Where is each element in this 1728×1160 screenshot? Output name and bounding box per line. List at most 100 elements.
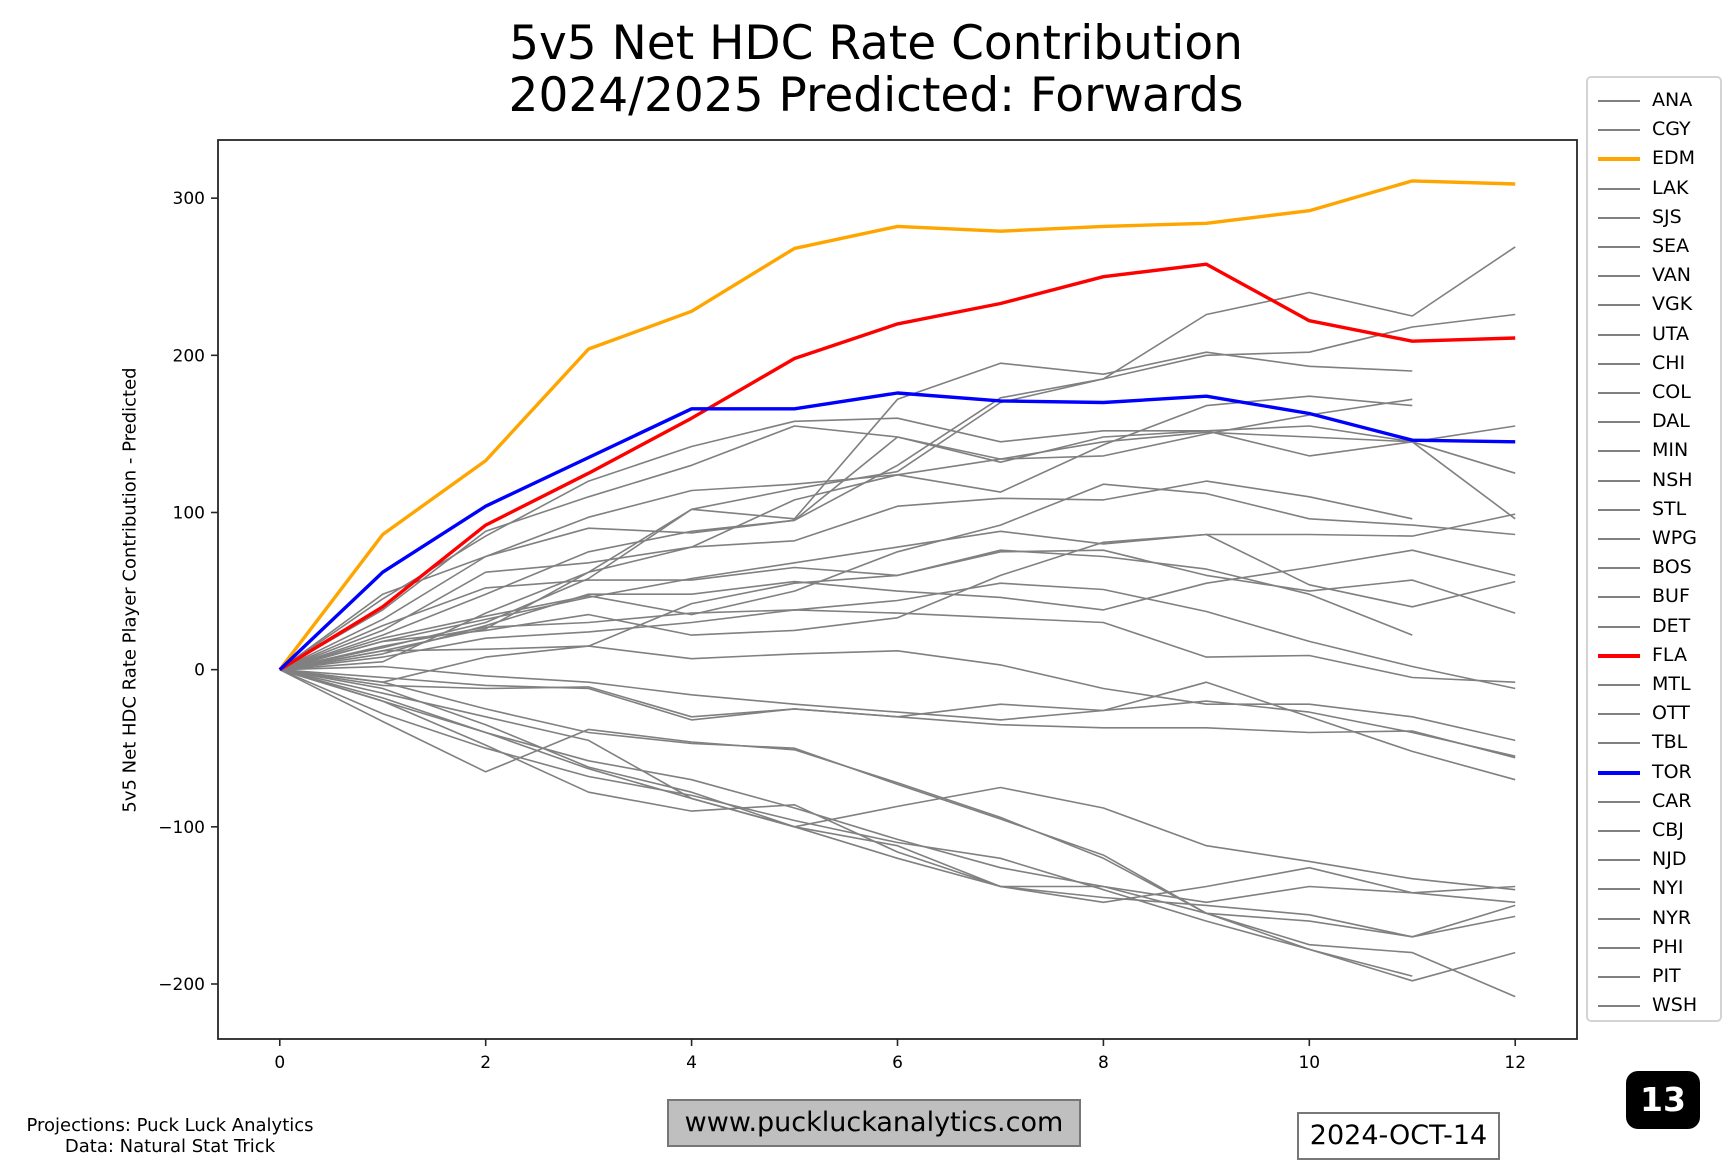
legend-label: COL	[1652, 381, 1691, 403]
series-line-col	[279, 417, 1516, 671]
legend-swatch	[1598, 800, 1640, 803]
y-tick-label: 200	[173, 346, 205, 366]
legend-swatch	[1598, 625, 1640, 628]
legend-swatch	[1598, 742, 1640, 745]
series-line-chi	[279, 668, 1516, 891]
x-tick-label: 4	[686, 1053, 697, 1073]
series-line-fla	[278, 262, 1516, 672]
legend-swatch	[1598, 362, 1640, 365]
x-tick-label: 0	[274, 1053, 285, 1073]
series-line-edm	[278, 179, 1516, 671]
legend-item-sjs: SJS	[1588, 203, 1724, 232]
legend-item-wpg: WPG	[1588, 524, 1724, 553]
y-tick-label: 100	[173, 503, 205, 523]
legend-item-edm: EDM	[1588, 144, 1724, 173]
legend-item-van: VAN	[1588, 261, 1724, 290]
legend-item-mtl: MTL	[1588, 670, 1724, 699]
legend-swatch	[1598, 216, 1640, 219]
credit-projections: Projections: Puck Luck Analytics	[26, 1115, 314, 1136]
legend-label: BOS	[1652, 556, 1692, 579]
legend-item-lak: LAK	[1588, 174, 1724, 203]
legend-swatch	[1598, 713, 1640, 716]
legend-swatch	[1598, 653, 1640, 658]
legend-label: CBJ	[1652, 819, 1684, 841]
legend-item-dal: DAL	[1588, 407, 1724, 436]
legend-item-wsh: WSH	[1588, 991, 1724, 1020]
legend-swatch	[1598, 596, 1640, 599]
legend-item-ana: ANA	[1588, 86, 1724, 115]
legend-swatch	[1598, 392, 1640, 394]
legend-label: CGY	[1652, 118, 1691, 141]
x-tick-label: 6	[892, 1053, 903, 1073]
legend-label: SEA	[1652, 235, 1690, 257]
legend-item-col: COL	[1588, 378, 1724, 407]
legend-swatch	[1598, 1005, 1640, 1008]
series-line-car	[279, 533, 1516, 671]
legend-item-nyr: NYR	[1588, 904, 1724, 933]
legend-swatch	[1598, 508, 1640, 511]
legend-label: NYI	[1652, 877, 1684, 900]
axes-layer: 0 2 4 6 8 10 12 −200 −100 0 100 200 300	[158, 139, 1578, 1073]
slide-number-badge: 13	[1626, 1071, 1700, 1129]
legend-swatch	[1598, 129, 1640, 132]
legend-label: CAR	[1652, 789, 1692, 812]
legend-item-car: CAR	[1588, 787, 1724, 816]
y-tick-label: 300	[173, 189, 205, 209]
legend-swatch	[1598, 538, 1640, 540]
series-line-van	[279, 246, 1516, 671]
legend-item-ott: OTT	[1588, 699, 1724, 728]
legend-label: SJS	[1652, 205, 1682, 228]
legend-item-buf: BUF	[1588, 582, 1724, 611]
legend-swatch	[1598, 684, 1640, 686]
legend-label: DET	[1652, 614, 1691, 637]
legend-label: PIT	[1652, 965, 1681, 987]
legend-item-stl: STL	[1588, 495, 1724, 524]
legend-swatch	[1598, 333, 1640, 336]
series-line-tbl	[279, 665, 1516, 757]
legend-swatch	[1598, 100, 1640, 102]
legend-label: BUF	[1652, 585, 1690, 608]
series-line-bos	[279, 313, 1516, 671]
series-line-lak	[279, 549, 1516, 671]
series-line-nyr	[279, 668, 1516, 904]
series-line-pit	[279, 668, 1413, 977]
legend-label: EDM	[1652, 147, 1696, 170]
legend-item-vgk: VGK	[1588, 290, 1724, 319]
legend-swatch	[1598, 450, 1640, 453]
legend-swatch	[1598, 770, 1640, 775]
legend-swatch	[1598, 830, 1640, 832]
x-tick-label: 2	[480, 1053, 491, 1073]
credit-data-source: Data: Natural Stat Trick	[64, 1136, 276, 1157]
x-tick-label: 10	[1298, 1053, 1320, 1073]
legend-label: WSH	[1652, 994, 1698, 1017]
series-line-cbj	[279, 668, 1516, 759]
legend-label: UTA	[1652, 322, 1690, 345]
legend-item-pit: PIT	[1588, 962, 1724, 991]
legend-swatch	[1598, 917, 1640, 920]
legend-label: TBL	[1652, 731, 1688, 754]
series-line-det	[279, 513, 1516, 671]
legend-label: LAK	[1652, 176, 1689, 199]
legend-item-nyi: NYI	[1588, 874, 1724, 903]
date-label: 2024-OCT-14	[1297, 1112, 1500, 1160]
legend-item-chi: CHI	[1588, 349, 1724, 378]
y-tick-label: −200	[158, 975, 205, 995]
chart-title-line2: 2024/2025 Predicted: Forwards	[508, 68, 1244, 123]
legend-item-uta: UTA	[1588, 320, 1724, 349]
legend-swatch	[1598, 421, 1640, 424]
legend-label: NJD	[1652, 848, 1687, 871]
legend-swatch	[1598, 157, 1640, 162]
series-line-buf	[279, 351, 1413, 671]
legend-swatch	[1598, 187, 1640, 190]
x-tick-label: 8	[1098, 1053, 1109, 1073]
legend-item-cgy: CGY	[1588, 115, 1724, 144]
legend-label: OTT	[1652, 702, 1690, 725]
x-tick-label: 12	[1504, 1053, 1526, 1073]
series-line-uta	[279, 549, 1516, 671]
legend-label: DAL	[1652, 410, 1690, 433]
series-line-tor	[278, 391, 1516, 671]
legend-item-tor: TOR	[1588, 758, 1724, 787]
series-line-wpg	[279, 483, 1516, 671]
series-line-stl	[279, 549, 1413, 684]
legend-item-phi: PHI	[1588, 933, 1724, 962]
